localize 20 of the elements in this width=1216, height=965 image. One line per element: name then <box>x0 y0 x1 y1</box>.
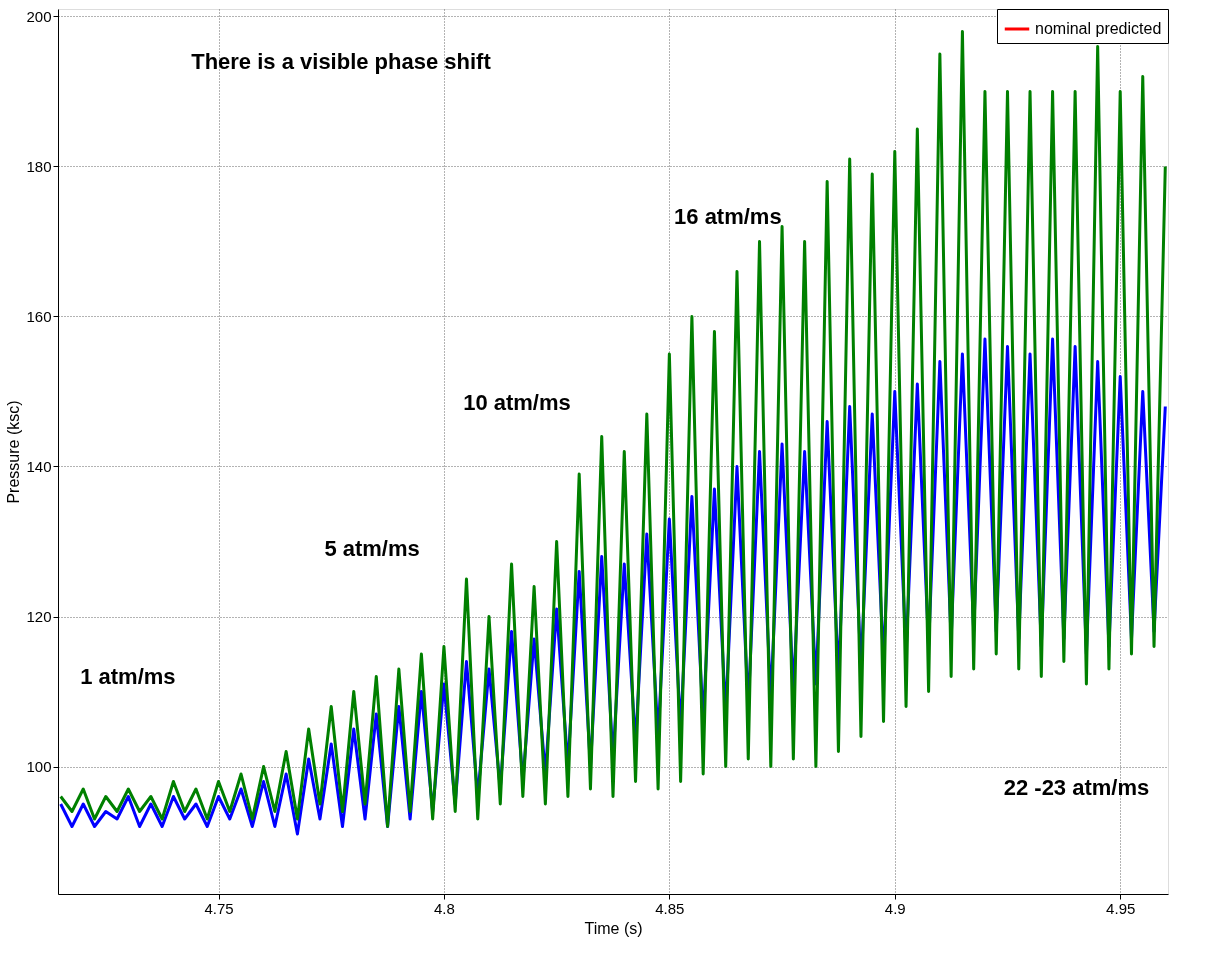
x-tick-label: 4.8 <box>434 899 455 917</box>
y-tick-label: 200 <box>26 8 52 25</box>
y-tick-label: 160 <box>26 308 52 325</box>
annotation: There is a visible phase shift <box>191 49 492 75</box>
y-tick-label: 140 <box>26 458 52 475</box>
y-tick-label: 100 <box>26 758 52 775</box>
legend-label: nominal predicted <box>1035 20 1162 37</box>
annotation: 22 -23 atm/ms <box>1003 774 1150 800</box>
x-tick-label: 4.9 <box>884 899 906 917</box>
annotation: 10 atm/ms <box>463 389 571 415</box>
annotation: 1 atm/ms <box>80 664 176 690</box>
x-axis-title: Time (s) <box>584 919 643 937</box>
x-tick-label: 4.75 <box>204 899 234 917</box>
y-axis-title: Pressure (ksc) <box>5 400 23 504</box>
annotation: 5 atm/ms <box>324 535 420 561</box>
x-tick-label: 4.85 <box>655 899 685 917</box>
y-tick-label: 180 <box>26 158 52 175</box>
x-tick-label: 4.95 <box>1106 899 1136 917</box>
y-tick-label: 120 <box>26 608 52 625</box>
annotation: 16 atm/ms <box>674 203 782 229</box>
